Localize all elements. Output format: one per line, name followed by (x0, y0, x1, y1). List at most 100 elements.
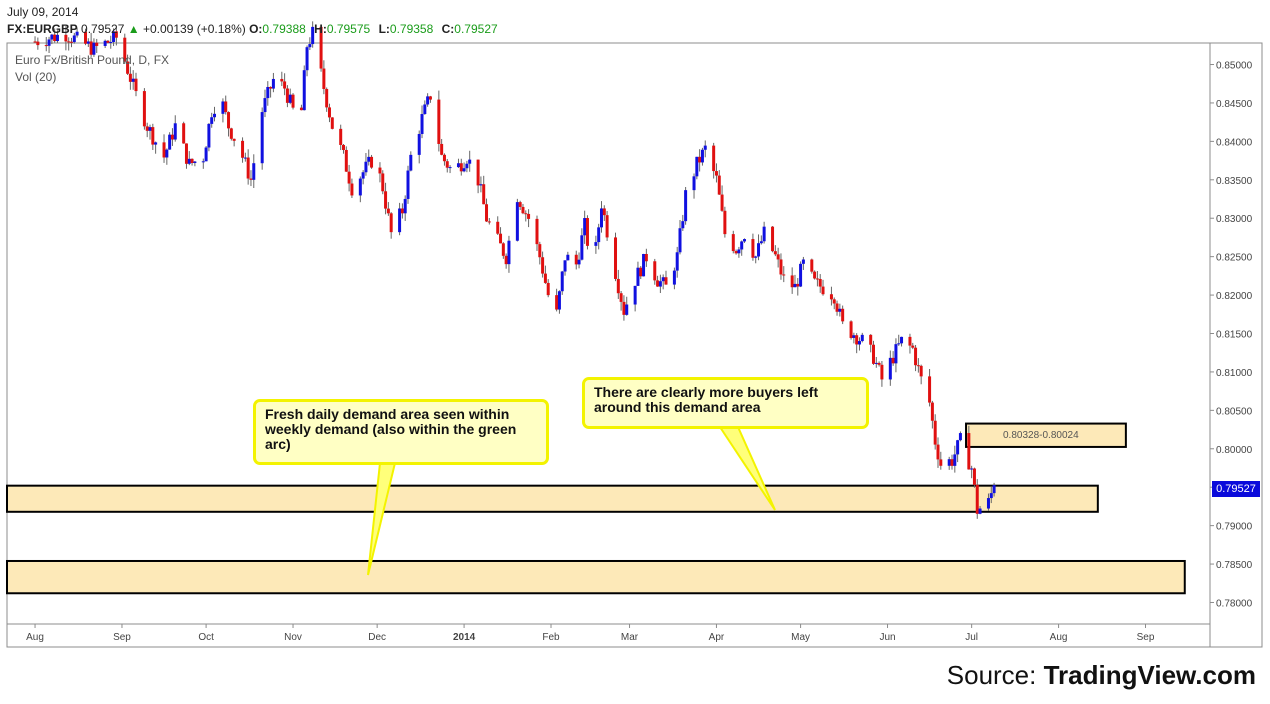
x-tick-label: Aug (1050, 632, 1068, 643)
candle-up (507, 240, 511, 265)
candle-down (815, 278, 819, 280)
x-tick-label: Apr (709, 632, 725, 643)
candle-up (703, 145, 707, 150)
quote-line: FX:EURGBP 0.79527 ▲ +0.00139 (+0.18%) O:… (7, 22, 503, 36)
candle-down (810, 259, 814, 272)
candle-down (501, 243, 505, 256)
candle-up (409, 154, 413, 171)
candle-up (109, 41, 113, 43)
y-tick-label: 0.81000 (1216, 368, 1253, 379)
candle-down (939, 459, 943, 466)
candle-down (717, 175, 721, 195)
candle-down (280, 78, 284, 82)
candle-up (557, 291, 561, 310)
candle-up (210, 117, 214, 124)
candle-down (285, 88, 289, 103)
candle-down (339, 128, 343, 145)
candle-down (967, 433, 971, 470)
candle-down (585, 218, 589, 246)
candle-down (521, 206, 525, 214)
candle-down (790, 275, 794, 288)
candle-down (720, 194, 724, 211)
candle-down (849, 321, 853, 338)
callout-right[interactable]: There are clearly more buyers left aroun… (582, 377, 869, 429)
candle-up (311, 26, 315, 45)
candle-up (563, 260, 567, 272)
y-tick-label: 0.79000 (1216, 522, 1253, 533)
candle-down (114, 31, 118, 38)
candle-up (992, 485, 996, 494)
candle-up (759, 241, 763, 244)
candle-down (299, 107, 303, 111)
candle-down (184, 143, 188, 164)
volume-indicator-label[interactable]: Vol (20) (15, 70, 57, 84)
candle-up (672, 270, 676, 285)
candle-up (970, 468, 974, 470)
candle-up (801, 259, 805, 264)
callout-left[interactable]: Fresh daily demand area seen within week… (253, 399, 549, 465)
candle-down (241, 140, 245, 158)
candle-up (897, 343, 901, 345)
candle-up (462, 168, 466, 172)
candle-up (364, 161, 368, 173)
candle-down (428, 96, 432, 100)
candle-down (182, 123, 186, 144)
candle-down (829, 294, 833, 300)
candle-up (213, 113, 217, 118)
candle-up (131, 78, 135, 82)
candle-down (496, 221, 500, 234)
candle-up (47, 39, 51, 46)
candle-down (712, 145, 716, 172)
candle-up (72, 35, 76, 43)
candle-down (370, 156, 374, 168)
candle-down (123, 37, 127, 62)
candle-down (476, 159, 480, 186)
candle-down (911, 345, 915, 348)
source-credit: Source: TradingView.com (947, 660, 1256, 691)
candle-up (103, 40, 107, 46)
candle-down (190, 158, 194, 163)
candle-up (468, 159, 472, 164)
candle-down (36, 41, 40, 46)
candle-down (698, 156, 702, 163)
candle-down (771, 226, 775, 252)
candle-down (619, 293, 623, 302)
candle-up (243, 157, 247, 159)
source-brand: TradingView.com (1043, 660, 1256, 690)
candle-down (914, 347, 918, 366)
candle-down (818, 278, 822, 287)
candle-down (44, 45, 48, 47)
candle-up (986, 498, 990, 509)
candle-up (894, 344, 898, 364)
candle-down (347, 171, 351, 184)
candle-down (459, 163, 463, 172)
candle-down (485, 204, 489, 222)
candle-up (168, 134, 172, 150)
candle-up (636, 267, 640, 286)
candle-down (723, 210, 727, 235)
candle-down (69, 41, 73, 43)
candle-down (84, 31, 88, 44)
candle-down (908, 336, 912, 346)
y-tick-label: 0.80000 (1216, 445, 1253, 456)
candle-down (269, 86, 273, 89)
candle-up (187, 158, 191, 164)
high-value: 0.79575 (326, 22, 371, 36)
candle-down (535, 218, 539, 245)
x-tick-label: Mar (621, 632, 639, 643)
candle-down (142, 91, 146, 127)
candle-down (880, 364, 884, 380)
candle-down (731, 234, 735, 252)
candle-up (566, 254, 570, 261)
candle-down (930, 402, 934, 421)
candle-down (95, 42, 99, 46)
candle-up (193, 161, 197, 163)
candle-up (201, 161, 205, 163)
candle-down (400, 208, 404, 214)
y-tick-label: 0.83500 (1216, 176, 1253, 187)
candle-up (252, 163, 256, 180)
candle-up (743, 239, 747, 242)
candle-up (695, 156, 699, 177)
candle-up (423, 104, 427, 115)
